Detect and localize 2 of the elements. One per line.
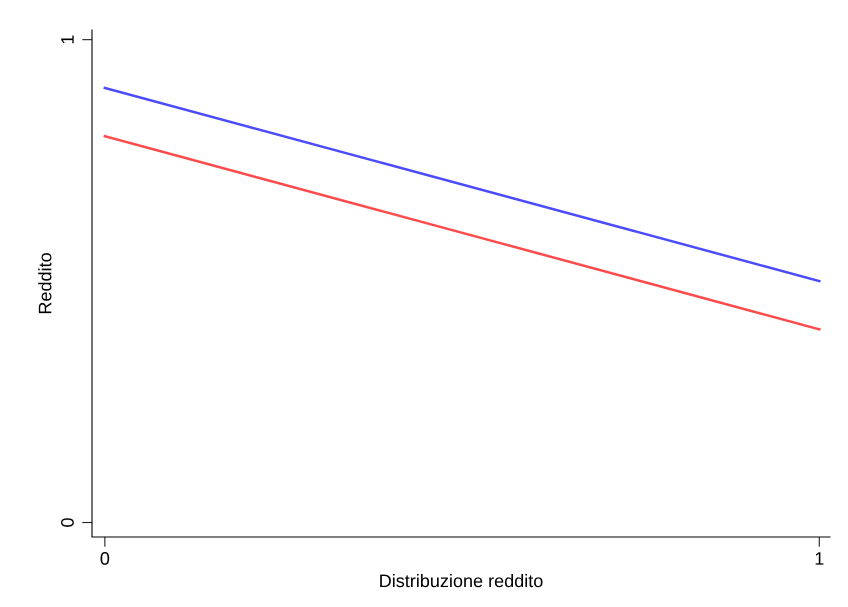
y-axis-title: Reddito (38, 253, 52, 314)
x-axis-title: Distribuzione reddito (380, 574, 543, 588)
